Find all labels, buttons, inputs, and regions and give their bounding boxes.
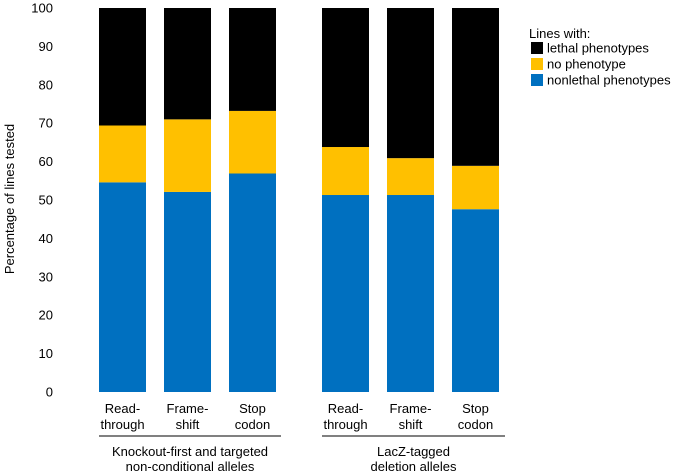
y-tick-label: 10	[39, 346, 53, 361]
bar-nonlethal-phenotypes-6	[452, 209, 499, 392]
category-label: Stop	[239, 401, 266, 416]
bar-lethal-phenotypes-3	[229, 8, 276, 111]
category-label: codon	[235, 417, 270, 432]
bar-nonlethal-phenotypes-1	[99, 182, 146, 392]
category-label: Frame-	[167, 401, 209, 416]
bar-nonlethal-phenotypes-4	[322, 195, 369, 392]
bar-lethal-phenotypes-4	[322, 8, 369, 148]
bar-no-phenotype-2	[164, 119, 211, 192]
bar-nonlethal-phenotypes-2	[164, 191, 211, 392]
y-tick-label: 90	[39, 39, 53, 54]
group-label: non-conditional alleles	[126, 459, 255, 474]
legend-swatch-no-phenotype	[531, 58, 543, 70]
group-label: deletion alleles	[370, 459, 457, 474]
y-axis-label: Percentage of lines tested	[2, 124, 17, 274]
group-label: LacZ-tagged	[377, 444, 450, 459]
legend-swatch-nonlethal-phenotypes	[531, 74, 543, 86]
bar-nonlethal-phenotypes-5	[387, 195, 434, 392]
bars	[99, 8, 499, 392]
y-tick-label: 70	[39, 116, 53, 131]
y-tick-label: 0	[46, 385, 53, 400]
bar-lethal-phenotypes-2	[164, 8, 211, 120]
legend-swatch-lethal-phenotypes	[531, 42, 543, 54]
y-tick-label: 50	[39, 193, 53, 208]
legend-label-nonlethal-phenotypes: nonlethal phenotypes	[547, 73, 671, 88]
group-labels: Knockout-first and targetednon-condition…	[99, 435, 505, 474]
y-tick-label: 100	[31, 1, 53, 16]
bar-no-phenotype-3	[229, 110, 276, 174]
legend-label-no-phenotype: no phenotype	[547, 57, 626, 72]
y-axis-ticks: 0 10 20 30 40 50 60 70 80 90 100	[31, 1, 53, 400]
category-label: codon	[458, 417, 493, 432]
category-label: Read-	[105, 401, 140, 416]
category-label: Frame-	[390, 401, 432, 416]
category-label: Read-	[328, 401, 363, 416]
category-labels: Read-throughFrame-shiftStopcodonRead-thr…	[100, 401, 493, 432]
bar-no-phenotype-1	[99, 125, 146, 183]
legend-title: Lines with:	[529, 26, 590, 41]
y-tick-label: 30	[39, 269, 53, 284]
category-label: Stop	[462, 401, 489, 416]
y-tick-label: 20	[39, 308, 53, 323]
category-label: through	[323, 417, 367, 432]
y-tick-label: 60	[39, 154, 53, 169]
legend-label-lethal-phenotypes: lethal phenotypes	[547, 41, 649, 56]
group-label: Knockout-first and targeted	[112, 444, 268, 459]
bar-nonlethal-phenotypes-3	[229, 173, 276, 392]
y-tick-label: 40	[39, 231, 53, 246]
category-label: shift	[176, 417, 200, 432]
category-label: shift	[399, 417, 423, 432]
bar-no-phenotype-4	[322, 147, 369, 196]
bar-lethal-phenotypes-5	[387, 8, 434, 159]
bar-no-phenotype-6	[452, 165, 499, 210]
category-label: through	[100, 417, 144, 432]
y-tick-label: 80	[39, 77, 53, 92]
bar-lethal-phenotypes-1	[99, 8, 146, 126]
bar-lethal-phenotypes-6	[452, 8, 499, 166]
bar-no-phenotype-5	[387, 158, 434, 196]
